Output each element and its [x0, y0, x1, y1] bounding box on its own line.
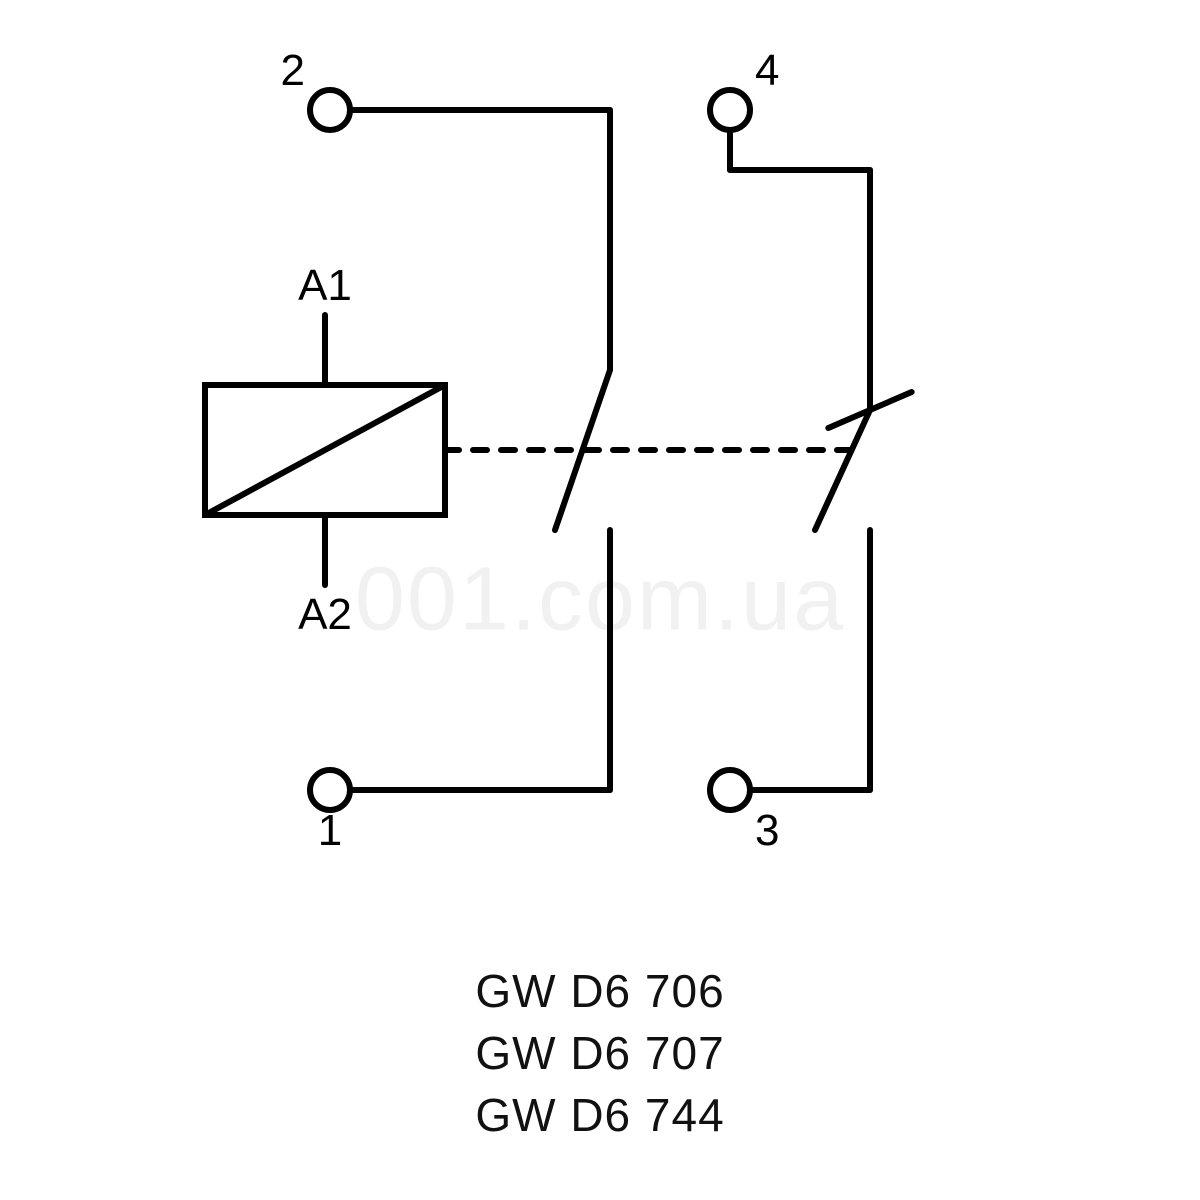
svg-text:4: 4	[755, 46, 779, 95]
svg-text:A1: A1	[298, 261, 352, 310]
model-code: GW D6 706	[0, 960, 1200, 1022]
model-list: GW D6 706GW D6 707GW D6 744	[0, 960, 1200, 1146]
diagram-stage: 001.com.ua A1A22413 GW D6 706GW D6 707GW…	[0, 0, 1200, 1200]
model-code: GW D6 744	[0, 1084, 1200, 1146]
svg-text:A2: A2	[298, 590, 352, 639]
svg-text:3: 3	[755, 806, 779, 855]
svg-text:1: 1	[318, 806, 342, 855]
svg-text:2: 2	[281, 46, 305, 95]
model-code: GW D6 707	[0, 1022, 1200, 1084]
